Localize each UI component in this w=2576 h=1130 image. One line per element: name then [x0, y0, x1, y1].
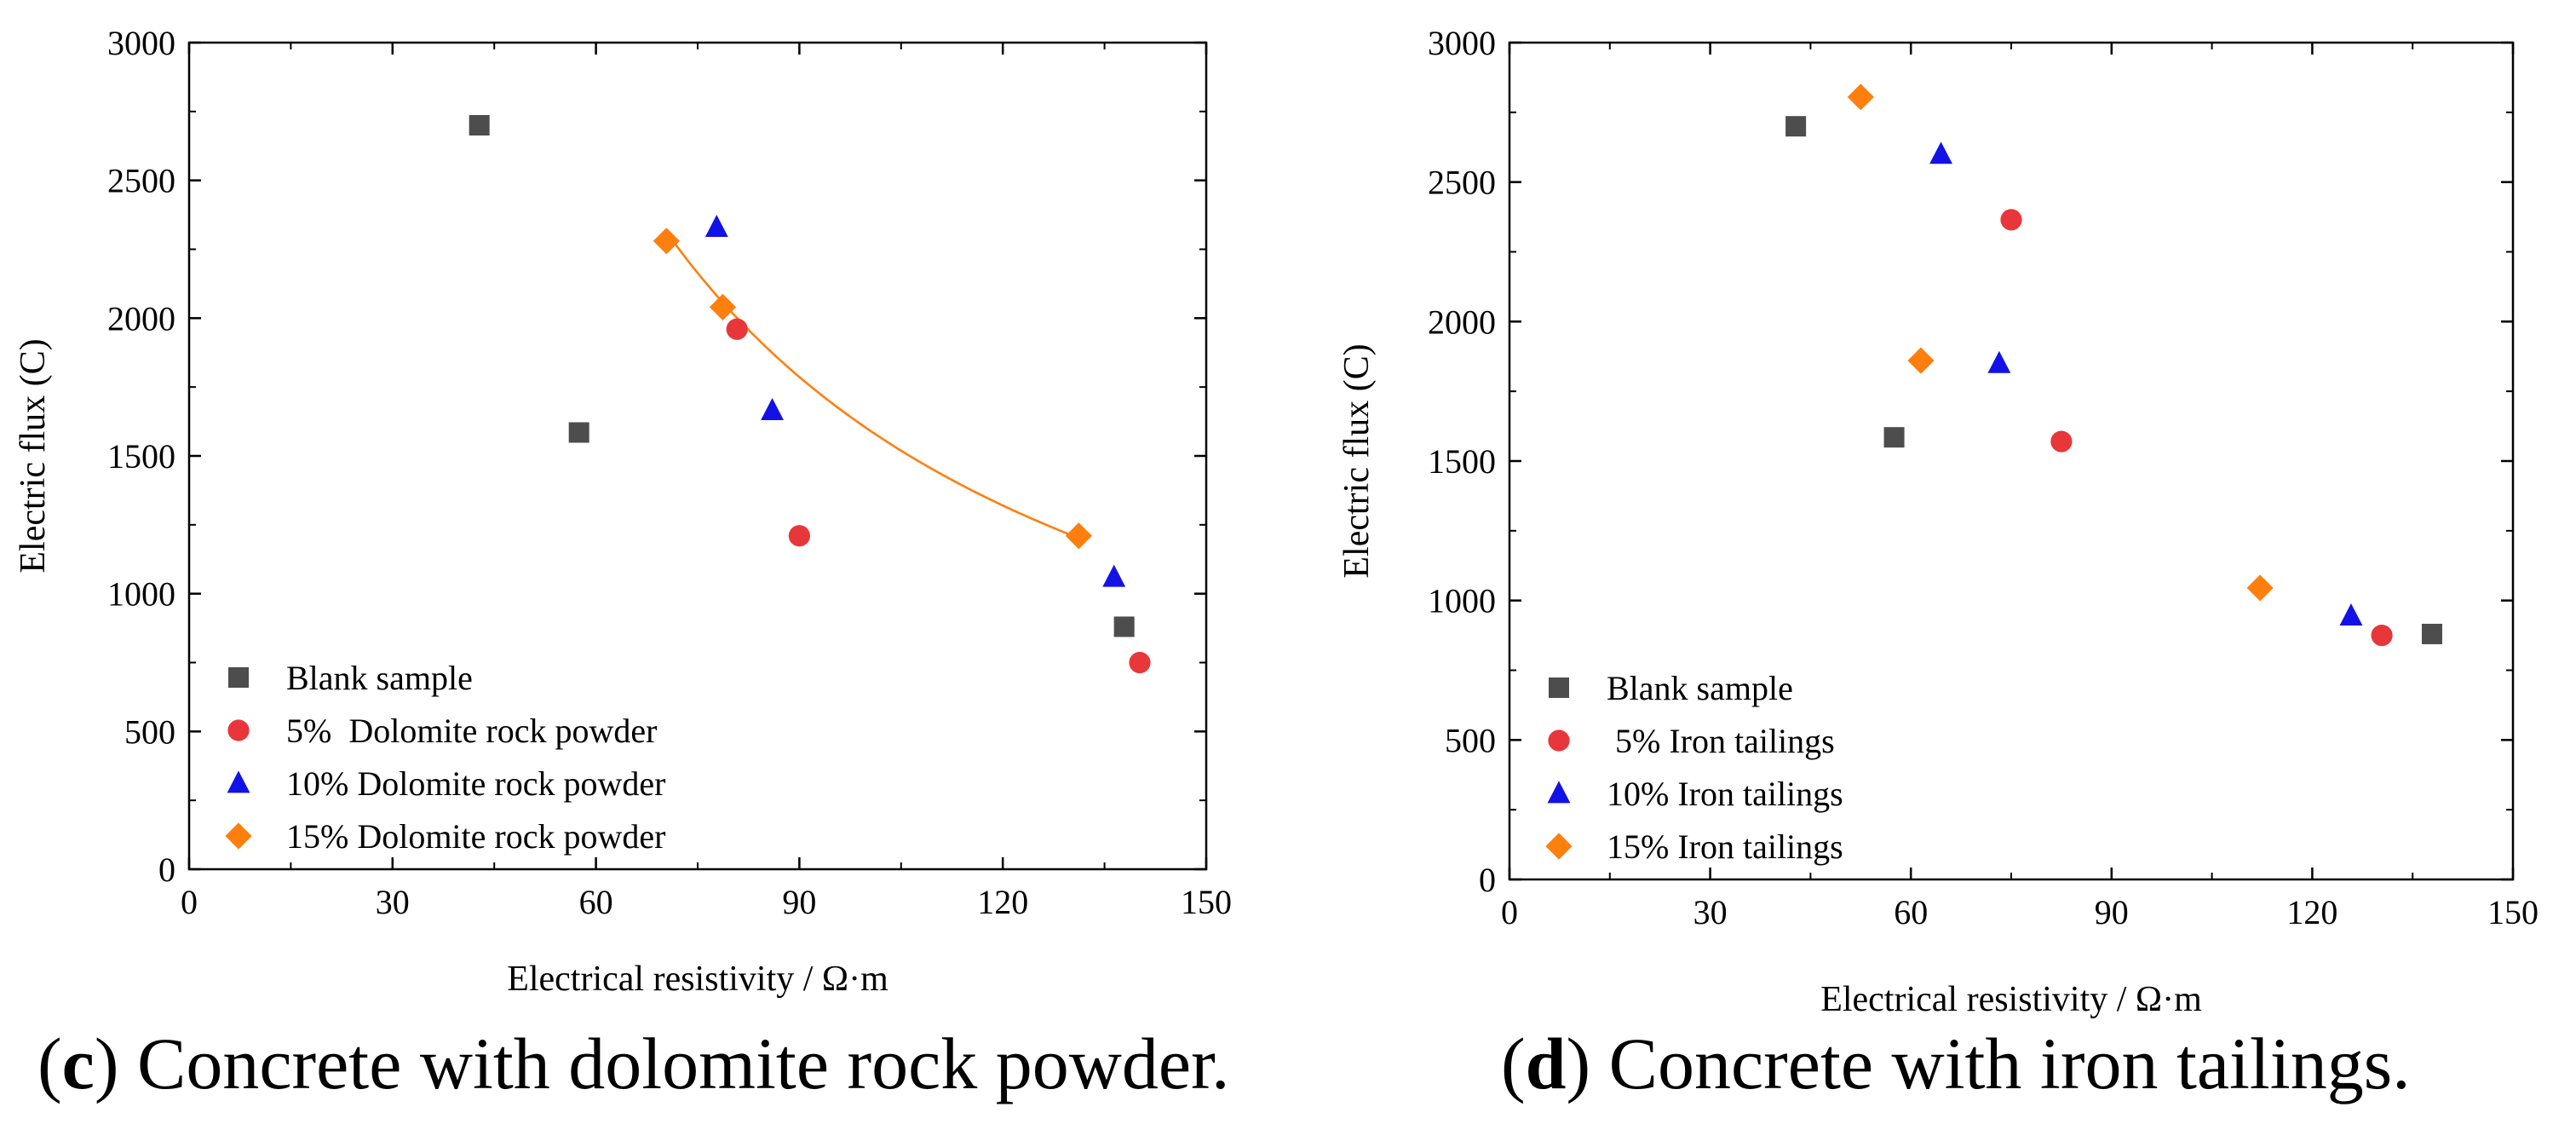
- x-axis-label: Electrical resistivity / Ω·m: [1820, 980, 2202, 1019]
- y-tick-label: 500: [1445, 721, 1496, 759]
- legend-label: 5% Iron tailings: [1607, 722, 1835, 760]
- data-point: [2000, 209, 2022, 231]
- legend-label: 15% Iron tailings: [1607, 827, 1843, 866]
- legend-label: 15% Dolomite rock powder: [286, 817, 665, 856]
- y-tick-label: 2000: [107, 299, 175, 337]
- legend-marker: [228, 667, 249, 688]
- data-point: [1847, 84, 1874, 111]
- x-axis-label: Electrical resistivity / Ω·m: [507, 960, 888, 999]
- x-tick-label: 90: [2095, 893, 2129, 931]
- data-point: [653, 228, 680, 255]
- x-tick-label: 60: [579, 883, 613, 921]
- caption-text: Concrete with dolomite rock powder.: [136, 1023, 1230, 1104]
- data-point: [1907, 347, 1935, 374]
- x-tick-label: 90: [782, 883, 816, 921]
- y-tick-label: 0: [1479, 861, 1496, 899]
- x-tick-label: 30: [1693, 893, 1728, 931]
- caption-text: Concrete with iron tailings.: [1608, 1023, 2411, 1104]
- caption-d: (d) Concrete with iron tailings.: [1501, 1023, 2411, 1104]
- y-tick-label: 1500: [107, 437, 175, 476]
- legend-label: Blank sample: [1607, 669, 1793, 707]
- y-tick-label: 1000: [107, 575, 175, 614]
- data-point: [2050, 430, 2073, 453]
- data-point: [2421, 623, 2442, 644]
- chart-panel-d: 0 30 60 90 120 150050010001500200025003000Ele…: [1337, 24, 2539, 1019]
- legend-marker: [227, 770, 250, 793]
- legend-label: 5% Dolomite rock powder: [286, 712, 657, 750]
- data-point: [1065, 522, 1092, 550]
- caption-letter: d: [1525, 1023, 1567, 1104]
- legend-marker: [1548, 729, 1570, 752]
- y-tick-label: 2500: [1428, 164, 1496, 202]
- data-point: [788, 525, 811, 547]
- data-point: [726, 318, 748, 340]
- y-tick-label: 3000: [107, 24, 175, 62]
- y-tick-label: 500: [124, 712, 175, 751]
- x-tick-label: 0: [181, 883, 198, 921]
- data-point: [1113, 616, 1135, 637]
- data-point: [1785, 116, 1807, 137]
- x-tick-label: 60: [1894, 893, 1928, 931]
- y-tick-label: 0: [158, 850, 175, 889]
- caption-letter: c: [61, 1023, 95, 1104]
- data-point: [709, 293, 737, 320]
- legend-marker: [1547, 781, 1571, 804]
- data-point: [1929, 141, 1952, 164]
- legend-marker: [225, 822, 252, 850]
- fit-curve: [665, 231, 1079, 539]
- x-tick-label: 120: [977, 883, 1028, 921]
- legend-label: Blank sample: [286, 659, 473, 697]
- chart-panel-c: 0 30 60 90 120 150050010001500200025003000Ele…: [14, 24, 1232, 999]
- y-tick-label: 2500: [107, 162, 175, 200]
- legend-label: 10% Iron tailings: [1607, 775, 1843, 813]
- x-tick-label: 0: [1501, 893, 1518, 931]
- x-tick-label: 150: [2487, 893, 2539, 931]
- y-axis-label: Electric flux (C): [1337, 343, 1377, 578]
- caption-c: (c) Concrete with dolomite rock powder.: [37, 1023, 1230, 1104]
- data-point: [1987, 350, 2011, 373]
- data-point: [2371, 624, 2393, 647]
- legend-marker: [227, 719, 250, 741]
- data-point: [2246, 574, 2274, 602]
- data-point: [1883, 427, 1905, 448]
- data-point: [469, 115, 490, 135]
- data-point: [2339, 603, 2363, 626]
- y-axis-label: Electric flux (C): [14, 338, 53, 573]
- data-point: [1129, 651, 1151, 674]
- data-point: [761, 398, 784, 420]
- y-tick-label: 1000: [1428, 582, 1496, 620]
- x-tick-label: 150: [1181, 883, 1232, 921]
- y-tick-label: 3000: [1428, 24, 1496, 62]
- data-point: [1102, 564, 1126, 587]
- x-tick-label: 120: [2286, 893, 2337, 931]
- y-tick-label: 2000: [1428, 303, 1496, 341]
- data-point: [704, 215, 728, 237]
- y-tick-label: 1500: [1428, 442, 1496, 481]
- data-point: [568, 422, 589, 443]
- legend-marker: [1545, 833, 1573, 860]
- legend-marker: [1549, 677, 1569, 698]
- x-tick-label: 30: [376, 883, 410, 921]
- legend-label: 10% Dolomite rock powder: [286, 764, 665, 803]
